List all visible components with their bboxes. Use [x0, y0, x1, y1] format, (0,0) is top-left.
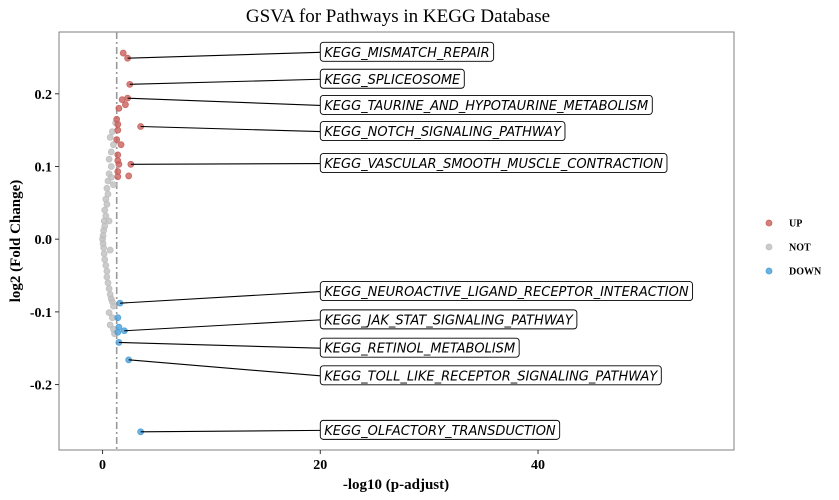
- connector-kegg-toll-like-receptor-signaling-pathway: [128, 359, 321, 377]
- label-box-kegg-toll-like-receptor-signaling-pathway: [319, 365, 662, 386]
- point-not: [105, 285, 113, 293]
- label-kegg-taurine-and-hypotaurine-metabolism: KEGG_TAURINE_AND_HYPOTAURINE_METABOLISM: [324, 99, 648, 114]
- connector-kegg-vascular-smooth-muscle-contraction: [130, 163, 321, 165]
- point-not: [101, 256, 109, 263]
- points-group: [99, 49, 145, 436]
- y-tick-label: -0.1: [30, 306, 52, 321]
- point-up: [114, 173, 122, 181]
- label-kegg-olfactory-transduction: KEGG_OLFACTORY_TRANSDUCTION: [324, 424, 556, 439]
- connector-kegg-retinol-metabolism: [118, 341, 321, 349]
- point-not: [110, 141, 117, 149]
- legend-marker-up: [765, 219, 773, 227]
- label-box-kegg-notch-signaling-pathway: [319, 121, 566, 142]
- point-not: [105, 309, 113, 317]
- point-up: [114, 120, 122, 128]
- point-up: [114, 126, 122, 134]
- label-kegg-notch-signaling-pathway: KEGG_NOTCH_SIGNALING_PATHWAY: [324, 125, 562, 140]
- connector-kegg-mismatch-repair: [127, 51, 321, 59]
- connector-kegg-jak-stat-signaling-pathway: [124, 319, 321, 332]
- point-not: [106, 134, 114, 141]
- point-down: [114, 328, 122, 336]
- label-box-kegg-spliceosome: [319, 68, 465, 89]
- legend-marker-not: [765, 243, 773, 251]
- point-not: [108, 128, 116, 135]
- point-not: [100, 250, 108, 258]
- point-not: [110, 302, 117, 310]
- point-down: [114, 314, 122, 322]
- y-axis: -0.2 -0.1 0.0 0.1 0.2: [30, 88, 59, 394]
- label-kegg-spliceosome: KEGG_SPLICEOSOME: [324, 73, 461, 88]
- point-not: [105, 217, 113, 225]
- point-not: [103, 184, 111, 192]
- label-kegg-neuroactive-ligand-receptor-interaction: KEGG_NEUROACTIVE_LIGAND_RECEPTOR_INTERAC…: [324, 285, 689, 300]
- y-tick-label: 0.2: [35, 88, 53, 103]
- legend-label-up: UP: [789, 219, 802, 230]
- point-not: [106, 246, 114, 254]
- connector-kegg-taurine-and-hypotaurine-metabolism: [127, 97, 321, 106]
- label-box-kegg-taurine-and-hypotaurine-metabolism: [319, 94, 653, 115]
- legend: UP NOT DOWN: [765, 219, 822, 278]
- point-up: [118, 96, 126, 104]
- connector-kegg-notch-signaling-pathway: [140, 125, 321, 133]
- label-kegg-retinol-metabolism: KEGG_RETINOL_METABOLISM: [324, 342, 515, 357]
- point-not: [107, 163, 115, 170]
- connector-kegg-neuroactive-ligand-receptor-interaction: [119, 290, 321, 304]
- label-box-kegg-retinol-metabolism: [319, 337, 520, 358]
- point-not: [103, 273, 111, 281]
- point-not: [101, 206, 109, 214]
- connector-kegg-olfactory-transduction: [140, 429, 321, 433]
- label-box-kegg-neuroactive-ligand-receptor-interaction: [319, 281, 694, 301]
- connector-kegg-spliceosome: [129, 78, 321, 85]
- x-tick-label: 0: [99, 458, 106, 473]
- x-axis: 0 20 40: [99, 450, 545, 473]
- x-tick-label: 20: [313, 458, 327, 473]
- y-tick-label: -0.2: [30, 379, 52, 394]
- legend-marker-down: [765, 267, 773, 275]
- point-not: [105, 155, 113, 163]
- point-up: [113, 136, 121, 143]
- point-not: [103, 267, 111, 275]
- point-not: [104, 279, 112, 287]
- plot-panel: [58, 31, 735, 451]
- label-box-kegg-mismatch-repair: [319, 41, 495, 62]
- chart-title: GSVA for Pathways in KEGG Database: [246, 6, 550, 27]
- label-kegg-vascular-smooth-muscle-contraction: KEGG_VASCULAR_SMOOTH_MUSCLE_CONTRACTION: [324, 157, 663, 172]
- label-kegg-toll-like-receptor-signaling-pathway: KEGG_TOLL_LIKE_RECEPTOR_SIGNALING_PATHWA…: [324, 369, 658, 384]
- point-up: [114, 151, 122, 159]
- point-not: [103, 200, 111, 208]
- x-axis-title: -log10 (p-adjust): [343, 477, 449, 493]
- point-up: [125, 172, 133, 180]
- label-box-kegg-olfactory-transduction: [319, 419, 561, 440]
- point-not: [100, 244, 108, 252]
- point-not: [110, 181, 117, 189]
- y-tick-label: 0.0: [35, 233, 53, 248]
- label-box-kegg-vascular-smooth-muscle-contraction: [319, 153, 668, 174]
- label-kegg-mismatch-repair: KEGG_MISMATCH_REPAIR: [324, 46, 489, 61]
- label-kegg-jak-stat-signaling-pathway: KEGG_JAK_STAT_SIGNALING_PATHWAY: [324, 313, 574, 328]
- legend-label-down: DOWN: [789, 267, 822, 278]
- point-not: [107, 173, 115, 181]
- point-up: [115, 160, 123, 168]
- point-not: [102, 261, 110, 269]
- point-up: [115, 104, 123, 112]
- y-tick-label: 0.1: [35, 160, 53, 175]
- point-up: [119, 49, 127, 57]
- legend-label-not: NOT: [789, 243, 811, 254]
- y-axis-title: log2 (Fold Change): [8, 180, 24, 303]
- point-up: [117, 141, 125, 149]
- x-tick-label: 40: [531, 458, 545, 473]
- label-box-kegg-jak-stat-signaling-pathway: [319, 309, 578, 330]
- labels-group: KEGG_MISMATCH_REPAIR KEGG_SPLICEOSOME KEGG…: [118, 41, 694, 440]
- point-not: [107, 148, 115, 156]
- point-up: [122, 101, 129, 109]
